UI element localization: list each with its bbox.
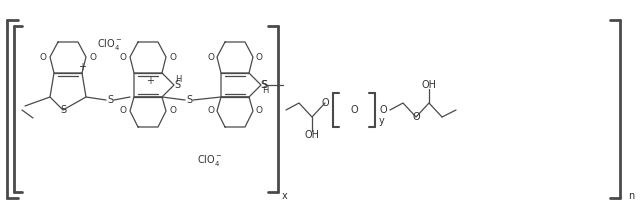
Text: S: S [261,80,267,90]
Text: S: S [260,80,266,90]
Text: O: O [379,105,387,115]
Text: O: O [120,53,127,61]
Text: O: O [169,53,176,61]
Text: x: x [282,191,288,201]
Text: O: O [350,105,358,115]
Text: O: O [256,107,263,116]
Text: O: O [207,53,214,61]
Text: S: S [60,105,66,115]
Text: H: H [175,75,181,83]
Text: y: y [379,116,385,126]
Text: ClO$_4^-$: ClO$_4^-$ [197,153,223,167]
Text: S: S [174,80,180,90]
Text: S: S [186,95,192,105]
Text: ClO$_4^-$: ClO$_4^-$ [97,37,123,53]
Text: S: S [107,95,113,105]
Text: OH: OH [422,80,436,90]
Text: O: O [169,107,176,116]
Text: H: H [262,87,268,95]
Text: O: O [120,107,127,116]
Text: O: O [89,53,96,61]
Text: O: O [207,107,214,116]
Text: n: n [628,191,634,201]
Text: +: + [146,76,154,86]
Text: O: O [40,53,47,61]
Text: O: O [256,53,263,61]
Text: O: O [321,98,329,108]
Text: +: + [78,62,86,72]
Text: O: O [412,112,420,122]
Text: OH: OH [305,130,319,140]
